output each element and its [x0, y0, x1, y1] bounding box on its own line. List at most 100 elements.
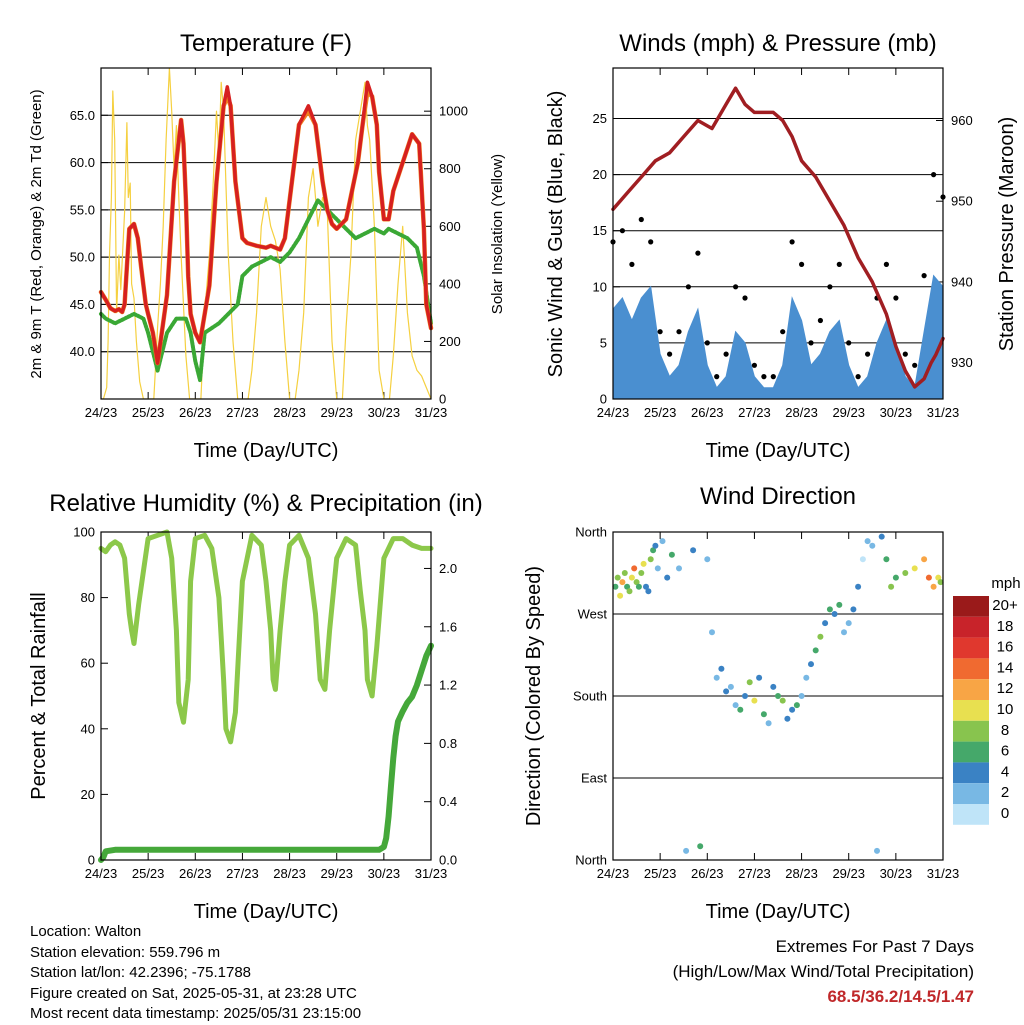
- direction-point: [619, 579, 626, 586]
- direction-point: [631, 565, 638, 572]
- x-tick-label: 31/23: [927, 866, 960, 881]
- direction-point: [826, 606, 833, 613]
- x-tick-label: 30/23: [880, 405, 913, 420]
- direction-point: [892, 574, 899, 581]
- direction-point: [617, 592, 624, 599]
- direction-point: [817, 633, 824, 640]
- x-tick-label: 26/23: [179, 405, 212, 420]
- direction-point: [737, 706, 744, 713]
- speed-legend-swatch: [953, 658, 989, 680]
- gust-point: [657, 329, 663, 335]
- direction-point: [659, 538, 666, 545]
- x-tick-label: 25/23: [644, 405, 677, 420]
- humidity-title: Relative Humidity (%) & Precipitation (i…: [49, 490, 482, 517]
- temp-2m-line: [99, 80, 433, 365]
- plot-frame: [100, 531, 432, 861]
- x-tick-label: 30/23: [880, 866, 913, 881]
- direction-point: [751, 697, 758, 704]
- direction-point: [614, 574, 621, 581]
- speed-legend-label: 12: [997, 680, 1014, 697]
- x-tick-label: 24/23: [597, 866, 630, 881]
- x-tick-label: 29/23: [832, 866, 865, 881]
- speed-legend-swatch: [953, 679, 989, 700]
- humidity-ylabel: Percent & Total Rainfall: [28, 592, 50, 800]
- direction-point: [760, 711, 767, 718]
- x-tick-label: 24/23: [85, 405, 118, 420]
- direction-point: [822, 620, 829, 627]
- pressure-line: [611, 86, 945, 389]
- speed-legend-label: 14: [997, 659, 1014, 676]
- direction-point: [633, 579, 640, 586]
- gust-point: [761, 374, 767, 380]
- gust-point: [751, 362, 758, 368]
- station-location: Location: Walton: [30, 923, 142, 940]
- y2-tick-label: 0.8: [439, 736, 457, 751]
- direction-point: [798, 693, 805, 699]
- temperature-panel: Temperature (F) Time (Day/UTC) 2m & 9m T…: [28, 30, 506, 462]
- extremes-values: 68.5/36.2/14.5/1.47: [827, 987, 974, 1006]
- figure-created: Figure created on Sat, 2025-05-31, at 23…: [30, 984, 357, 1002]
- y-tick-label: 10: [593, 279, 607, 294]
- speed-legend-label: 0: [1001, 805, 1009, 822]
- y-tick-label: 5: [600, 335, 607, 350]
- y-tick-label: 55.0: [70, 202, 95, 217]
- direction-point: [713, 674, 720, 681]
- plot-frame: [612, 531, 944, 861]
- direction-point: [911, 565, 918, 572]
- gust-point: [695, 250, 701, 256]
- speed-legend-label: 6: [1001, 743, 1009, 760]
- station-elevation: Station elevation: 559.796 m: [30, 943, 221, 961]
- y2-tick-label: 940: [951, 274, 973, 289]
- y2-tick-label: 2.0: [439, 561, 457, 576]
- y-tick-label: 20: [593, 167, 607, 182]
- gust-point: [714, 374, 720, 380]
- x-tick-label: 25/23: [132, 866, 165, 881]
- y2-tick-label: 600: [439, 219, 461, 234]
- x-tick-label: 30/23: [368, 405, 401, 420]
- x-tick-label: 31/23: [415, 866, 448, 881]
- speed-legend-label: 20+: [992, 597, 1018, 614]
- gust-point: [912, 362, 918, 368]
- direction-point: [652, 542, 659, 549]
- direction-point: [836, 601, 843, 608]
- humidity-panel: Relative Humidity (%) & Precipitation (i…: [28, 490, 483, 923]
- speed-legend-swatch: [953, 700, 989, 721]
- temperature-xlabel: Time (Day/UTC): [194, 440, 339, 462]
- speed-legend-swatch: [953, 596, 989, 617]
- direction-point: [650, 547, 657, 554]
- gust-point: [799, 261, 805, 267]
- winds-y2label: Station Pressure (Maroon): [996, 117, 1018, 352]
- direction-point: [704, 556, 711, 563]
- speed-legend-swatch: [953, 762, 989, 784]
- gust-point: [770, 374, 776, 380]
- x-tick-label: 24/23: [597, 405, 630, 420]
- speed-legend-label: 8: [1001, 722, 1009, 739]
- gust-point: [808, 340, 814, 346]
- y-tick-label: 100: [73, 525, 95, 540]
- direction-point: [612, 583, 619, 590]
- temperature-ylabel: 2m & 9m T (Red, Orange) & 2m Td (Green): [28, 89, 45, 378]
- gust-point: [836, 261, 842, 267]
- direction-point: [770, 683, 777, 690]
- direction-point: [709, 629, 715, 636]
- x-tick-label: 29/23: [320, 405, 353, 420]
- relative-humidity-line: [98, 529, 434, 745]
- direction-point: [624, 583, 631, 590]
- direction-point: [935, 574, 942, 581]
- direction-point: [937, 579, 944, 586]
- speed-legend-label: 18: [997, 618, 1014, 635]
- y-tick-label: 15: [593, 223, 607, 238]
- direction-point: [668, 551, 675, 558]
- direction-point: [765, 720, 772, 727]
- y-tick-label: North: [575, 525, 607, 540]
- solar-insolation-line: [101, 68, 431, 399]
- speed-legend-label: 4: [1001, 763, 1009, 780]
- gust-point: [629, 261, 635, 267]
- y-tick-label: 0: [600, 392, 607, 407]
- x-tick-label: 26/23: [179, 866, 212, 881]
- gust-point: [667, 351, 673, 357]
- speed-legend-title: mph: [991, 575, 1020, 592]
- temperature-title: Temperature (F): [180, 30, 352, 57]
- direction-point: [647, 556, 654, 563]
- direction-point: [775, 693, 781, 699]
